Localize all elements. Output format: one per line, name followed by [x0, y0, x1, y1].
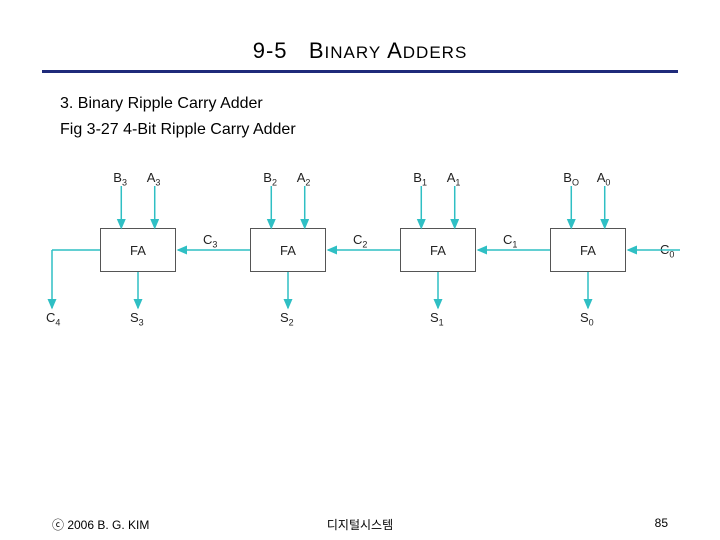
title-w2-rest: DDERS: [403, 43, 468, 62]
output-s-0: S3: [130, 310, 144, 328]
input-b-3: BO: [563, 170, 579, 188]
input-a-0: A3: [147, 170, 161, 188]
input-a-2: A1: [447, 170, 461, 188]
title-w1-rest: INARY: [325, 43, 382, 62]
section-number: 9-5: [253, 38, 288, 63]
ripple-carry-diagram: FA B3 A3 S3 FA B2 A2 S2 FA B1 A1 S1 FA BO A0 S0 C3 C2 C1 C0…: [40, 168, 680, 338]
carry-4: C4: [46, 310, 60, 328]
title-w2-first: A: [387, 38, 403, 63]
carry-2: C2: [353, 232, 367, 250]
output-s-2: S1: [430, 310, 444, 328]
input-b-1: B2: [263, 170, 277, 188]
slide-title: 9-5 BINARY ADDERS: [0, 0, 720, 70]
fa-block-3: FA: [550, 228, 626, 272]
footer-course: 디지털시스템: [0, 516, 720, 533]
carry-0: C0: [660, 242, 674, 260]
output-s-3: S0: [580, 310, 594, 328]
body-line-1: 3. Binary Ripple Carry Adder: [60, 91, 720, 117]
footer-page-number: 85: [655, 516, 668, 530]
body-line-2: Fig 3-27 4-Bit Ripple Carry Adder: [60, 117, 720, 143]
output-s-1: S2: [280, 310, 294, 328]
input-a-1: A2: [297, 170, 311, 188]
input-a-3: A0: [597, 170, 611, 188]
carry-3: C3: [203, 232, 217, 250]
fa-block-1: FA: [250, 228, 326, 272]
title-w1-first: B: [309, 38, 325, 63]
title-rule: [42, 70, 678, 73]
fa-block-2: FA: [400, 228, 476, 272]
fa-block-0: FA: [100, 228, 176, 272]
input-b-0: B3: [113, 170, 127, 188]
carry-1: C1: [503, 232, 517, 250]
input-b-2: B1: [413, 170, 427, 188]
